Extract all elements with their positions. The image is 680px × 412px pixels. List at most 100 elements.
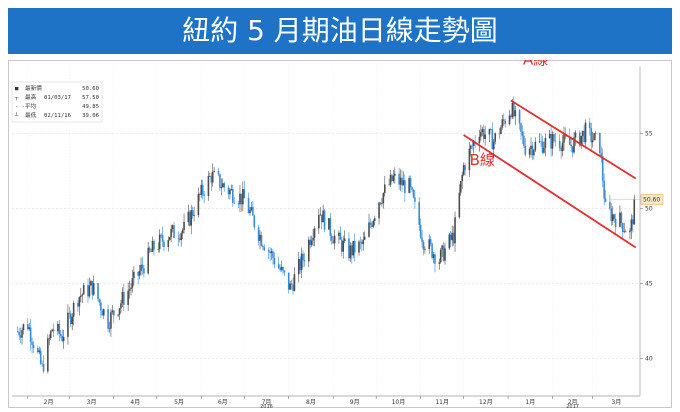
candle-body <box>491 129 494 150</box>
candle-body <box>422 241 425 250</box>
candle-body <box>339 232 342 240</box>
candle-body <box>310 240 313 245</box>
candle-body <box>138 270 141 276</box>
candle-body <box>528 149 531 155</box>
candle-body <box>123 291 125 305</box>
candle-body <box>42 363 45 372</box>
candle-body <box>242 189 244 205</box>
candle-body <box>220 187 223 188</box>
candle-body <box>458 192 461 218</box>
candle-body <box>580 135 583 146</box>
candle-body <box>80 295 82 298</box>
candle-body <box>428 239 431 250</box>
candle-body <box>120 303 122 309</box>
candle-body <box>359 241 362 243</box>
candle-body <box>558 140 561 149</box>
candle-body <box>277 264 280 269</box>
candle-body <box>59 333 62 336</box>
candle-body <box>589 122 591 129</box>
candle-body <box>543 147 545 153</box>
candle-body <box>158 234 161 250</box>
candle-body <box>52 329 55 332</box>
candle-body <box>140 264 142 271</box>
candle-body <box>352 240 355 256</box>
candle-body <box>550 133 552 149</box>
candle-body <box>28 327 31 330</box>
candle-body <box>101 310 104 316</box>
candle-body <box>207 176 210 196</box>
candle-body <box>203 194 205 196</box>
candle-body <box>368 222 370 237</box>
candle-body <box>62 336 65 342</box>
candle-body <box>183 221 185 231</box>
candle-body <box>150 251 152 253</box>
candle-body <box>330 235 333 241</box>
candle-body <box>363 236 366 240</box>
candle-body <box>411 187 413 190</box>
candle-body <box>283 270 286 273</box>
candle-body <box>328 218 330 230</box>
candle-body <box>107 309 109 329</box>
candle-body <box>289 283 291 290</box>
candle-body <box>273 257 276 265</box>
candle-body <box>312 237 314 241</box>
candle-body <box>200 184 203 195</box>
candle-body <box>581 130 584 136</box>
candle-body <box>523 135 525 147</box>
candle-body <box>151 240 154 252</box>
candle-body <box>471 145 474 147</box>
candle-body <box>229 189 231 195</box>
candle-body <box>401 177 403 186</box>
candle-body <box>383 184 386 193</box>
candle-body <box>49 331 52 339</box>
candle-body <box>478 136 481 144</box>
candle-body <box>51 329 53 332</box>
candle-body <box>111 310 114 313</box>
candle-body <box>502 119 505 121</box>
x-tick-label: 7月 <box>262 399 272 406</box>
candle-body <box>302 253 304 260</box>
candle-body <box>197 193 200 216</box>
candle-body <box>498 133 501 135</box>
candle-body <box>609 201 611 209</box>
candle-body <box>280 266 283 270</box>
x-tick-label: 2月 <box>44 399 54 406</box>
legend-label: 平均 <box>25 102 37 110</box>
candle-body <box>564 134 567 138</box>
title-banner: 紐約 5 月期油日線走勢圖 <box>8 8 672 54</box>
candle-body <box>130 287 132 290</box>
candle-body <box>332 240 334 244</box>
candle-body <box>540 141 542 143</box>
candle-body <box>614 218 617 227</box>
candle-body <box>148 247 151 252</box>
candle-body <box>461 174 464 182</box>
candle-body <box>451 232 453 241</box>
candle-body <box>621 223 624 233</box>
candle-body <box>269 251 271 254</box>
candle-body <box>441 245 443 250</box>
candle-body <box>632 219 634 225</box>
candle-body <box>520 123 522 132</box>
candle-body <box>623 231 626 233</box>
candle-body <box>388 184 390 186</box>
candle-body <box>91 281 94 295</box>
candle-body <box>252 207 254 216</box>
candle-body <box>418 201 420 225</box>
candle-body <box>322 210 324 223</box>
candle-body <box>333 235 336 244</box>
x-tick-label: 3月 <box>87 399 97 406</box>
candle-body <box>629 230 631 233</box>
candle-body <box>318 215 320 229</box>
candle-body <box>379 202 382 204</box>
candle-body <box>633 198 636 225</box>
candle-body <box>603 180 605 199</box>
candle-body <box>472 141 475 146</box>
candle-body <box>219 174 221 188</box>
candle-body <box>570 144 572 147</box>
candle-body <box>412 189 415 198</box>
candle-body <box>541 141 544 153</box>
candle-body <box>199 193 201 195</box>
candle-body <box>448 234 451 249</box>
candle-body <box>378 202 380 219</box>
candle-body <box>131 278 134 288</box>
